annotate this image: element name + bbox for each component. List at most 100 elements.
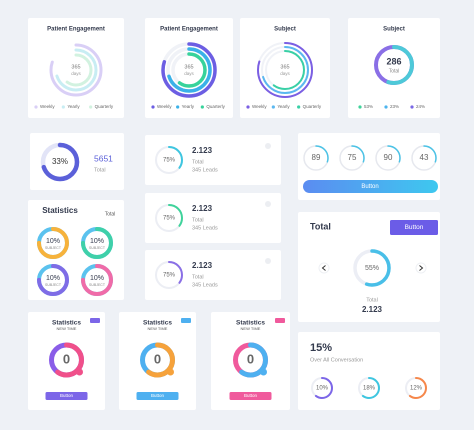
button[interactable] bbox=[45, 392, 88, 400]
legend-label: 53% bbox=[364, 104, 373, 109]
button-label: Button bbox=[60, 393, 74, 398]
ring-arc bbox=[81, 227, 113, 259]
center-value: 365 bbox=[280, 64, 289, 70]
card bbox=[211, 312, 290, 410]
ring-arc bbox=[171, 52, 207, 88]
indicator bbox=[167, 368, 174, 376]
legend-dot bbox=[151, 105, 155, 109]
legend-dot bbox=[410, 105, 414, 109]
ring-label: SUBJECT bbox=[89, 283, 106, 287]
card bbox=[28, 18, 124, 118]
ring-arc bbox=[265, 50, 305, 90]
card bbox=[28, 312, 105, 410]
ring-arc bbox=[233, 342, 268, 378]
card-title: Statistics bbox=[42, 206, 78, 215]
card-subtitle: NEW TIME bbox=[241, 326, 261, 331]
legend-label: Weekly bbox=[40, 104, 55, 109]
ring-value: 55% bbox=[365, 265, 379, 272]
legend-dot bbox=[384, 105, 388, 109]
more-button[interactable] bbox=[265, 143, 271, 149]
card-title: Patient Engagement bbox=[160, 27, 218, 33]
legend-label: Quarterly bbox=[206, 104, 225, 109]
value: 2.123 bbox=[192, 146, 213, 155]
legend-label: Yearly bbox=[67, 104, 80, 109]
ring-arc bbox=[140, 342, 175, 378]
button-label: Button bbox=[244, 393, 258, 398]
ring-arc bbox=[155, 261, 183, 289]
label: Total bbox=[192, 274, 204, 280]
ring-arc bbox=[374, 45, 414, 85]
value: 5651 bbox=[94, 153, 113, 163]
ring-arc bbox=[81, 264, 113, 296]
ring-arc bbox=[261, 46, 309, 94]
circle-value: 75 bbox=[348, 153, 357, 162]
total-label: Total bbox=[105, 211, 116, 217]
ring-arc bbox=[339, 145, 365, 171]
badge bbox=[90, 318, 100, 323]
card bbox=[145, 193, 281, 243]
card bbox=[240, 18, 330, 118]
sub-label: 345 Leads bbox=[192, 225, 218, 231]
indicator bbox=[76, 368, 83, 376]
ring-arc bbox=[49, 43, 103, 97]
card-title: Total bbox=[310, 221, 331, 231]
circle-value: 90 bbox=[384, 153, 393, 162]
legend-label: 23% bbox=[390, 104, 399, 109]
ring-value: 0 bbox=[63, 351, 70, 366]
card-title: Subject bbox=[383, 27, 405, 33]
ring-value: 75% bbox=[163, 273, 176, 279]
card-subtitle: NEW TIME bbox=[57, 326, 77, 331]
ring-value: 10% bbox=[316, 386, 329, 392]
card bbox=[298, 212, 440, 322]
arrow-icon bbox=[419, 265, 424, 271]
badge bbox=[275, 318, 285, 323]
ring-arc bbox=[161, 42, 217, 98]
legend-label: 24% bbox=[416, 104, 425, 109]
ring-value: 10% bbox=[46, 238, 60, 245]
legend-dot bbox=[200, 105, 204, 109]
ring-label: SUBJECT bbox=[45, 283, 62, 287]
ring-value: 12% bbox=[410, 386, 423, 392]
legend-dot bbox=[271, 105, 275, 109]
value: 2.123 bbox=[192, 261, 213, 270]
legend-label: Yearly bbox=[277, 104, 290, 109]
legend-label: Weekly bbox=[252, 104, 267, 109]
ring-arc bbox=[405, 377, 427, 399]
total-value: 286 bbox=[386, 56, 401, 66]
ring-arc bbox=[155, 146, 183, 174]
ring-arc bbox=[358, 377, 380, 399]
button[interactable] bbox=[303, 180, 438, 193]
more-button[interactable] bbox=[265, 201, 271, 207]
card bbox=[28, 200, 124, 300]
button[interactable] bbox=[136, 392, 179, 400]
center-label: days bbox=[184, 71, 194, 76]
sub-label: 345 Leads bbox=[192, 282, 218, 288]
ring-arc bbox=[257, 42, 313, 98]
button-label: Button bbox=[151, 393, 165, 398]
more-button[interactable] bbox=[265, 258, 271, 264]
legend-dot bbox=[358, 105, 362, 109]
circle-value: 89 bbox=[312, 153, 321, 162]
ring-value: 10% bbox=[90, 275, 104, 282]
button[interactable] bbox=[390, 220, 438, 235]
center-label: days bbox=[280, 71, 290, 76]
ring-arc bbox=[37, 227, 69, 259]
ring-value: 10% bbox=[46, 275, 60, 282]
center-value: 365 bbox=[71, 64, 80, 70]
card bbox=[348, 18, 440, 118]
ring-label: SUBJECT bbox=[45, 246, 62, 250]
ring-arc bbox=[49, 342, 84, 378]
arrow-button[interactable] bbox=[318, 262, 330, 274]
legend-dot bbox=[176, 105, 180, 109]
card bbox=[119, 312, 196, 410]
badge bbox=[181, 318, 191, 323]
label: Total bbox=[94, 167, 106, 173]
arrow-icon bbox=[321, 265, 326, 271]
card-title: Statistics bbox=[52, 320, 81, 327]
legend-dot bbox=[297, 105, 301, 109]
arrow-button[interactable] bbox=[415, 262, 427, 274]
headline-label: Over All Conversation bbox=[310, 357, 363, 363]
button[interactable] bbox=[229, 392, 272, 400]
ring-arc bbox=[54, 48, 98, 92]
